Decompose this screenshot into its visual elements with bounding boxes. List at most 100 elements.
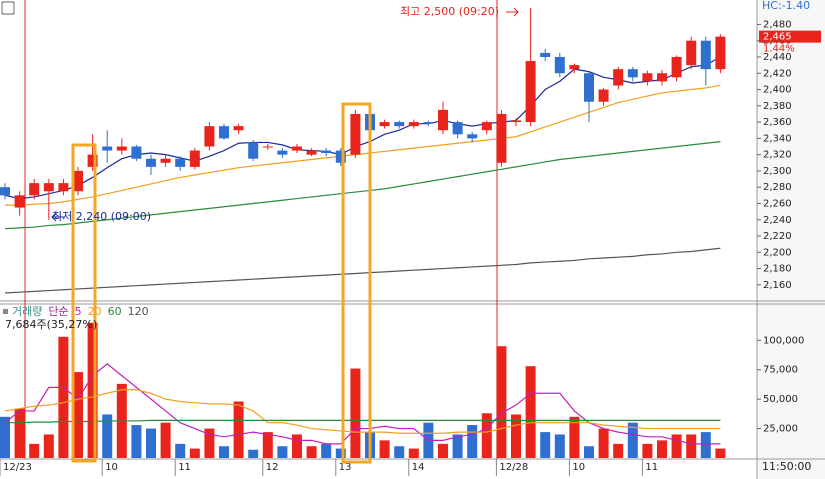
legend-entry: 거래량	[12, 305, 42, 318]
legend-icon	[3, 309, 8, 314]
candle-body	[394, 122, 405, 127]
volume-bar	[642, 443, 653, 458]
volume-bar	[481, 413, 492, 458]
legend-entry: 5	[75, 305, 82, 318]
volume-bar	[554, 434, 565, 458]
y-tick-label: 2,420	[763, 68, 792, 79]
legend-entry: 60	[108, 305, 122, 318]
x-tick-label: 14	[412, 462, 425, 473]
volume-bar	[131, 425, 142, 458]
candle-body	[481, 122, 492, 131]
volume-bar	[394, 446, 405, 458]
candle-body	[321, 150, 332, 154]
volume-bar	[29, 443, 40, 458]
volume-bar	[700, 432, 711, 458]
ma-line	[4, 56, 721, 200]
candle-body	[102, 146, 113, 151]
candle-body	[613, 69, 624, 86]
candle-body	[43, 183, 54, 192]
volume-bar	[584, 446, 594, 458]
volume-bar	[540, 432, 551, 458]
candle-body	[306, 150, 317, 155]
menu-icon[interactable]	[1, 1, 15, 15]
volume-note: 7,684주(35,27%)	[5, 318, 97, 331]
y-tick-label: 2,300	[763, 166, 792, 177]
candle-body	[204, 126, 215, 147]
volume-bar	[511, 414, 521, 458]
volume-bar	[219, 446, 229, 458]
candle-body	[233, 126, 244, 131]
volume-bar	[73, 372, 83, 458]
volume-bar	[146, 428, 156, 458]
y-tick-label: 2,240	[763, 215, 792, 226]
candle-body	[584, 73, 594, 102]
volume-bar	[613, 443, 624, 458]
volume-bar	[175, 443, 186, 458]
volume-bar	[160, 422, 171, 458]
candle-body	[58, 183, 69, 192]
candle-body	[438, 109, 448, 131]
volume-bar	[715, 448, 726, 458]
y-tick-label: 2,220	[763, 231, 792, 242]
candle-body	[598, 89, 609, 102]
candle-body	[642, 73, 653, 82]
price-marker	[759, 30, 821, 43]
volume-bar	[525, 366, 536, 458]
volume-bar	[248, 449, 259, 458]
ma-line	[4, 141, 721, 230]
volume-bar	[292, 434, 302, 458]
volume-bar	[438, 443, 448, 458]
y-tick-label: 2,440	[763, 52, 792, 63]
candle-body	[116, 146, 127, 151]
candle-body	[554, 56, 565, 74]
volume-bar	[467, 425, 478, 458]
volume-ma-line	[4, 389, 721, 434]
candle-body	[219, 126, 229, 139]
candle-body	[131, 146, 142, 159]
volume-bar	[657, 440, 667, 458]
candle-body	[569, 65, 580, 70]
legend-entry: 단순	[48, 305, 68, 318]
volume-bar	[335, 448, 346, 458]
y-tick-label: 2,480	[763, 19, 792, 30]
y-tick-label: 2,200	[763, 247, 792, 258]
candle-body	[175, 158, 186, 167]
y-tick-label: 2,260	[763, 198, 792, 209]
volume-bar	[379, 440, 390, 458]
arrow	[51, 212, 64, 222]
ma-line	[4, 247, 721, 294]
candle-body	[671, 56, 682, 78]
y-tick-label: 2,320	[763, 150, 792, 161]
x-tick-label: 10	[105, 462, 118, 473]
candle-body	[525, 61, 536, 123]
x-tick-label: 10	[572, 462, 585, 473]
volume-bar	[0, 416, 10, 458]
candle-body	[379, 122, 390, 127]
volume-bar	[686, 434, 697, 458]
candle-body	[335, 150, 346, 163]
volume-bar	[14, 408, 25, 458]
y-tick-label: 2,280	[763, 182, 792, 193]
candle-body	[511, 120, 521, 123]
candle-body	[292, 146, 302, 151]
volume-ma-line	[4, 363, 721, 445]
volume-bar	[496, 346, 507, 458]
volume-bar	[306, 446, 317, 458]
candle-body	[14, 195, 25, 208]
x-tick-label: 11	[178, 462, 191, 473]
candle-body	[262, 146, 273, 148]
y-tick-label: 2,380	[763, 101, 792, 112]
y-tick-label: 2,180	[763, 264, 792, 275]
change-label: 1.44%	[763, 44, 795, 55]
volume-bar	[569, 416, 580, 458]
ma-line	[5, 84, 721, 206]
candle-body	[248, 142, 259, 159]
candle-body	[0, 187, 10, 196]
candle-body	[452, 122, 463, 135]
y-tick-label: 2,360	[763, 117, 792, 128]
candle-body	[350, 113, 361, 155]
candle-body	[686, 40, 697, 66]
candle-body	[73, 170, 83, 192]
